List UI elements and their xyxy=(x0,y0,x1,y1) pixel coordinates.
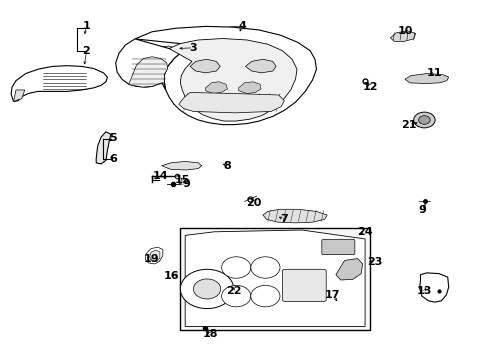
Polygon shape xyxy=(169,39,296,121)
Polygon shape xyxy=(149,250,160,261)
Polygon shape xyxy=(335,258,362,280)
Polygon shape xyxy=(263,209,326,223)
Text: 6: 6 xyxy=(109,154,117,164)
Text: 13: 13 xyxy=(416,287,431,296)
Polygon shape xyxy=(135,26,316,125)
Text: 24: 24 xyxy=(357,227,372,237)
Text: 14: 14 xyxy=(153,171,168,181)
Polygon shape xyxy=(266,297,365,311)
Polygon shape xyxy=(145,247,163,264)
FancyBboxPatch shape xyxy=(321,239,354,255)
Circle shape xyxy=(413,112,434,128)
Circle shape xyxy=(221,257,250,278)
Polygon shape xyxy=(389,31,415,41)
Circle shape xyxy=(250,285,280,307)
Text: 3: 3 xyxy=(189,43,197,53)
Text: 2: 2 xyxy=(82,46,90,57)
Polygon shape xyxy=(14,90,25,102)
Polygon shape xyxy=(205,82,227,94)
Text: 4: 4 xyxy=(238,21,245,31)
Polygon shape xyxy=(96,132,111,164)
Text: 5: 5 xyxy=(109,133,117,143)
Polygon shape xyxy=(11,66,107,102)
FancyBboxPatch shape xyxy=(282,269,325,301)
Text: 23: 23 xyxy=(366,257,382,267)
Polygon shape xyxy=(116,39,182,90)
Text: 20: 20 xyxy=(246,198,262,208)
Polygon shape xyxy=(404,73,448,84)
Text: 11: 11 xyxy=(426,68,441,78)
Circle shape xyxy=(193,279,220,299)
Text: 10: 10 xyxy=(396,26,412,36)
Polygon shape xyxy=(162,161,201,170)
Text: 19: 19 xyxy=(143,254,159,264)
Text: 7: 7 xyxy=(280,214,287,224)
Circle shape xyxy=(221,285,250,307)
Text: 12: 12 xyxy=(363,82,378,92)
Polygon shape xyxy=(142,46,176,56)
FancyBboxPatch shape xyxy=(180,228,369,330)
Circle shape xyxy=(250,257,280,278)
Text: 21: 21 xyxy=(400,120,416,130)
Text: 1: 1 xyxy=(82,21,90,31)
Polygon shape xyxy=(238,82,261,94)
Text: 16: 16 xyxy=(163,271,179,282)
Polygon shape xyxy=(128,57,167,87)
Text: 9: 9 xyxy=(182,179,190,189)
Polygon shape xyxy=(245,59,276,73)
Polygon shape xyxy=(419,273,448,302)
Polygon shape xyxy=(190,59,220,73)
Circle shape xyxy=(180,269,233,309)
Text: 17: 17 xyxy=(324,290,339,300)
Text: 18: 18 xyxy=(203,329,218,339)
Text: 15: 15 xyxy=(175,175,190,185)
Circle shape xyxy=(418,116,429,124)
Polygon shape xyxy=(179,93,284,113)
Polygon shape xyxy=(185,230,365,327)
Text: 9: 9 xyxy=(417,205,425,215)
Text: 22: 22 xyxy=(225,287,241,296)
Text: 8: 8 xyxy=(223,161,231,171)
Polygon shape xyxy=(210,26,249,36)
